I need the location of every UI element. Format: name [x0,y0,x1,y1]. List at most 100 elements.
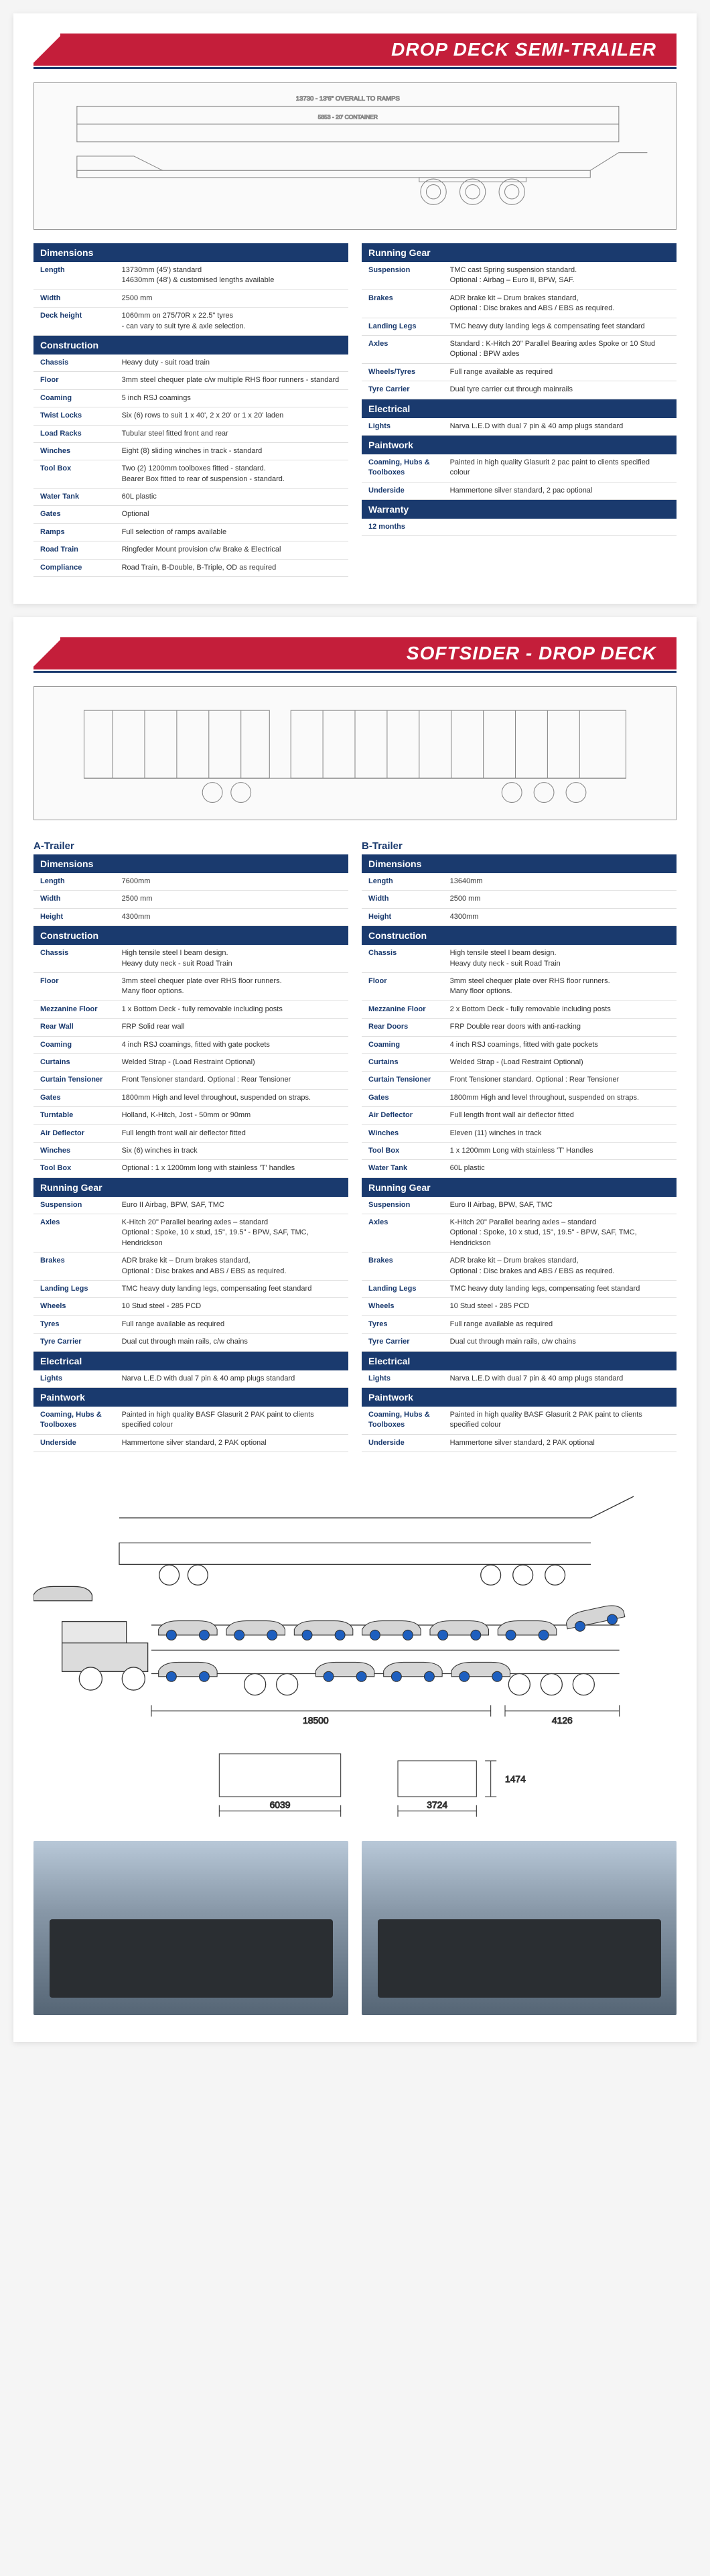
spec-label: Winches [362,1125,450,1142]
spec-value: Narva L.E.D with dual 7 pin & 40 amp plu… [450,418,677,435]
specs-columns: DimensionsLength13730mm (45') standard 1… [33,243,677,577]
spec-value: K-Hitch 20" Parallel bearing axles – sta… [450,1214,677,1252]
spec-value: Full length front wall air deflector fit… [450,1107,677,1124]
spec-value: Eleven (11) winches in track [450,1125,677,1142]
spec-label: Ramps [33,524,122,541]
spec-label: Brakes [362,290,450,318]
spec-row: Coaming5 inch RSJ coamings [33,390,348,407]
spec-row: ComplianceRoad Train, B-Double, B-Triple… [33,560,348,577]
spec-label: Compliance [33,560,122,576]
spec-value: 7600mm [122,873,348,890]
b-trailer-col: B-Trailer DimensionsLength13640mmWidth25… [362,834,677,1452]
spec-value: Optional : 1 x 1200mm long with stainles… [122,1160,348,1177]
spec-value: Euro II Airbag, BPW, SAF, TMC [450,1197,677,1214]
spec-row: CurtainsWelded Strap - (Load Restraint O… [362,1054,677,1072]
spec-row: Gates1800mm High and level throughout, s… [362,1090,677,1107]
spec-label: Chassis [33,945,122,972]
spec-row: LightsNarva L.E.D with dual 7 pin & 40 a… [33,1370,348,1388]
spec-value: 4300mm [122,909,348,925]
spec-value: Full range available as required [450,1316,677,1333]
section-header: Running Gear [33,1178,348,1197]
a-trailer-col: A-Trailer DimensionsLength7600mmWidth250… [33,834,348,1452]
spec-label: Height [33,909,122,925]
spec-label: Landing Legs [362,1281,450,1297]
spec-label: Curtain Tensioner [362,1072,450,1088]
section-header: Electrical [362,1352,677,1370]
spec-row: RampsFull selection of ramps available [33,524,348,541]
spec-row: Height4300mm [33,909,348,926]
section-header: Running Gear [362,243,677,262]
spec-label: Width [33,891,122,907]
spec-value: 13730mm (45') standard 14630mm (48') & c… [122,262,348,289]
spec-row: Curtain TensionerFront Tensioner standar… [362,1072,677,1089]
spec-row: Length13730mm (45') standard 14630mm (48… [33,262,348,290]
spec-value: 2500 mm [450,891,677,907]
spec-row: BrakesADR brake kit – Drum brakes standa… [33,1252,348,1281]
spec-label: Tyre Carrier [362,381,450,398]
spec-row: AxlesK-Hitch 20" Parallel bearing axles … [33,1214,348,1252]
spec-row: WinchesEight (8) sliding winches in trac… [33,443,348,460]
spec-value: 1 x Bottom Deck - fully removable includ… [122,1001,348,1018]
spec-row: Tool BoxOptional : 1 x 1200mm long with … [33,1160,348,1177]
spec-value: Hammertone silver standard, 2 PAK option… [122,1435,348,1452]
spec-value: 13640mm [450,873,677,890]
spec-label: Underside [33,1435,122,1452]
spec-row: Length7600mm [33,873,348,891]
spec-value: 60L plastic [122,489,348,505]
spec-value: ADR brake kit – Drum brakes standard, Op… [450,1252,677,1280]
car-carrier-diagram: 18500 4126 6039 3724 1474 [33,1472,677,1821]
spec-row: BrakesADR brake kit – Drum brakes standa… [362,1252,677,1281]
spec-label: Wheels [33,1298,122,1315]
spec-value: TMC heavy duty landing legs, compensatin… [122,1281,348,1297]
spec-value: Welded Strap - (Load Restraint Optional) [122,1054,348,1071]
spec-value [450,519,677,535]
spec-label: Curtains [362,1054,450,1071]
page-drop-deck: DROP DECK SEMI-TRAILER 13730 - 13'6" OVE… [13,13,697,604]
spec-row: Tyre CarrierDual cut through main rails,… [33,1334,348,1351]
spec-value: Hammertone silver standard, 2 PAK option… [450,1435,677,1452]
spec-row: Curtain TensionerFront Tensioner standar… [33,1072,348,1089]
spec-value: Hammertone silver standard, 2 pac option… [450,482,677,499]
spec-row: Floor3mm steel chequer plate c/w multipl… [33,372,348,389]
spec-value: 4 inch RSJ coamings, fitted with gate po… [450,1037,677,1053]
spec-value: 4300mm [450,909,677,925]
specs-right-col: Running GearSuspensionTMC cast Spring su… [362,243,677,577]
spec-value: 5 inch RSJ coamings [122,390,348,407]
spec-row: ChassisHigh tensile steel I beam design.… [33,945,348,973]
spec-label: Rear Doors [362,1019,450,1035]
softsider-diagram [33,686,677,820]
spec-row: Wheels10 Stud steel - 285 PCD [362,1298,677,1315]
spec-row: AxlesK-Hitch 20" Parallel bearing axles … [362,1214,677,1252]
spec-label: Height [362,909,450,925]
dim-6039: 6039 [270,1799,291,1810]
section-header: Paintwork [362,436,677,454]
spec-value: Dual cut through main rails, c/w chains [450,1334,677,1350]
spec-label: Coaming [362,1037,450,1053]
section-header: Paintwork [33,1388,348,1407]
spec-value: TMC cast Spring suspension standard. Opt… [450,262,677,289]
spec-label: Underside [362,1435,450,1452]
spec-label: Wheels/Tyres [362,364,450,381]
spec-value: Full range available as required [122,1316,348,1333]
spec-row: UndersideHammertone silver standard, 2 p… [362,482,677,500]
spec-label: Width [362,891,450,907]
spec-row: Landing LegsTMC heavy duty landing legs,… [33,1281,348,1298]
spec-label: Mezzanine Floor [362,1001,450,1018]
spec-row: Tool Box1 x 1200mm Long with stainless '… [362,1143,677,1160]
spec-label: Curtain Tensioner [33,1072,122,1088]
section-header: Running Gear [362,1178,677,1197]
spec-row: Coaming, Hubs & ToolboxesPainted in high… [33,1407,348,1435]
spec-label: Coaming, Hubs & Toolboxes [362,454,450,482]
spec-label: Winches [33,1143,122,1159]
dim-1474: 1474 [505,1774,526,1785]
spec-row: Length13640mm [362,873,677,891]
spec-value: 4 inch RSJ coamings, fitted with gate po… [122,1037,348,1053]
spec-row: TurntableHolland, K-Hitch, Jost - 50mm o… [33,1107,348,1124]
spec-label: Water Tank [33,489,122,505]
spec-label: Chassis [362,945,450,972]
spec-label: Coaming [33,390,122,407]
dim-3724: 3724 [427,1799,447,1810]
spec-label: Wheels [362,1298,450,1315]
spec-row: Tool BoxTwo (2) 1200mm toolboxes fitted … [33,460,348,489]
spec-row: Coaming4 inch RSJ coamings, fitted with … [33,1037,348,1054]
